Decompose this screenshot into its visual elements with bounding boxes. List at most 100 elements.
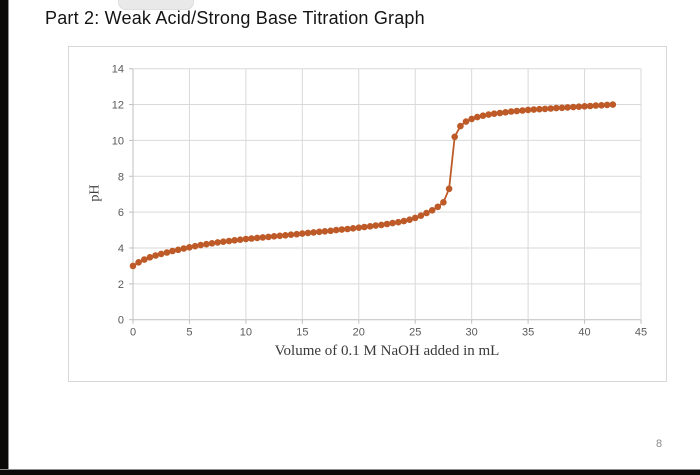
data-point-marker [327,227,334,235]
data-point-marker [598,102,605,109]
data-point-marker [570,103,577,111]
y-axis-title: pH [87,184,103,202]
data-point-marker [468,115,476,123]
data-point-marker [361,223,368,231]
x-axis-title: Volume of 0.1 M NaOH added in mL [274,343,500,359]
data-point-marker [530,106,538,113]
data-point-marker [507,108,515,115]
data-point-marker [383,220,391,228]
data-point-marker [564,104,571,111]
data-point-marker [445,185,453,193]
data-point-marker [490,110,498,117]
data-point-marker [248,235,255,242]
x-tick-label: 0 [130,327,136,339]
data-point-marker [163,249,171,256]
y-tick-label: 2 [118,279,124,291]
data-point-marker [349,225,357,232]
data-point-marker [225,237,233,245]
data-point-marker [423,209,430,217]
x-tick-label: 20 [353,327,365,339]
data-point-marker [310,229,317,236]
y-tick-label: 10 [112,135,124,147]
data-point-marker [417,212,425,219]
data-point-marker [462,118,470,125]
data-point-marker [299,230,306,237]
y-tick-label: 14 [112,64,124,76]
data-point-marker [321,228,329,235]
data-point-marker [169,247,176,255]
y-tick-label: 8 [118,171,124,183]
page-title: Part 2: Weak Acid/Strong Base Titration … [45,8,425,28]
data-point-marker [344,225,351,233]
x-tick-label: 10 [240,327,252,339]
data-point-marker [553,104,560,112]
data-point-marker [372,222,380,229]
data-point-marker [203,240,210,248]
data-point-marker [146,254,154,261]
data-point-marker [242,235,250,243]
y-tick-label: 0 [118,315,124,327]
data-point-marker [231,237,238,244]
data-point-marker [270,233,278,240]
data-point-marker [389,219,396,227]
data-point-marker [253,234,261,242]
data-point-marker [485,111,492,118]
data-point-marker [440,199,447,206]
data-point-marker [519,107,526,114]
data-point-marker [180,245,188,252]
data-point-marker [355,224,363,231]
data-point-marker [400,217,408,225]
data-point-marker [411,214,419,222]
data-point-marker [524,106,532,114]
x-tick-label: 25 [409,327,421,339]
data-point-marker [236,236,244,243]
x-tick-label: 35 [522,327,534,339]
data-point-marker [191,242,199,250]
data-point-marker [293,230,300,238]
y-tick-label: 6 [118,207,124,219]
data-point-marker [265,233,272,241]
data-point-marker [287,231,295,238]
data-point-marker [395,218,402,226]
x-tick-label: 30 [466,327,478,339]
data-point-marker [304,229,312,237]
x-tick-label: 45 [635,327,647,339]
data-point-marker [609,101,617,108]
data-point-marker [434,203,442,211]
left-edge-bar [0,0,9,475]
x-tick-label: 15 [296,327,308,339]
data-point-marker [457,122,464,130]
data-point-marker [129,262,137,270]
data-point-marker [332,226,340,234]
data-point-marker [152,252,159,259]
data-point-marker [496,109,504,117]
data-point-marker [366,223,374,230]
data-point-marker [135,259,142,266]
data-point-marker [338,226,346,233]
y-tick-label: 4 [118,243,124,255]
x-tick-label: 40 [578,327,590,339]
data-point-marker [603,101,611,109]
data-point-marker [581,103,588,110]
data-point-marker [197,241,204,249]
data-point-marker [541,105,549,113]
chart-card: 0 2 4 6 8 10 12 14 0 5 10 15 20 25 30 35 40 45 pH Volume … [68,46,667,382]
page-number: 8 [656,438,663,450]
data-point-marker [592,102,600,109]
data-point-marker [479,112,487,119]
data-point-marker [536,105,543,113]
data-point-marker [474,113,481,121]
data-point-marker [378,221,385,229]
data-point-marker [276,232,284,240]
data-point-marker [428,207,436,214]
data-point-marker [586,102,594,110]
data-point-marker [186,244,193,251]
data-point-marker [174,246,182,254]
data-point-marker [141,256,148,263]
data-point-marker [157,250,165,258]
titration-plot: 0 2 4 6 8 10 12 14 0 5 10 15 20 25 30 35 40 45 [112,64,647,339]
data-point-marker [547,105,554,112]
data-point-marker [451,133,459,141]
data-point-marker [214,239,221,246]
